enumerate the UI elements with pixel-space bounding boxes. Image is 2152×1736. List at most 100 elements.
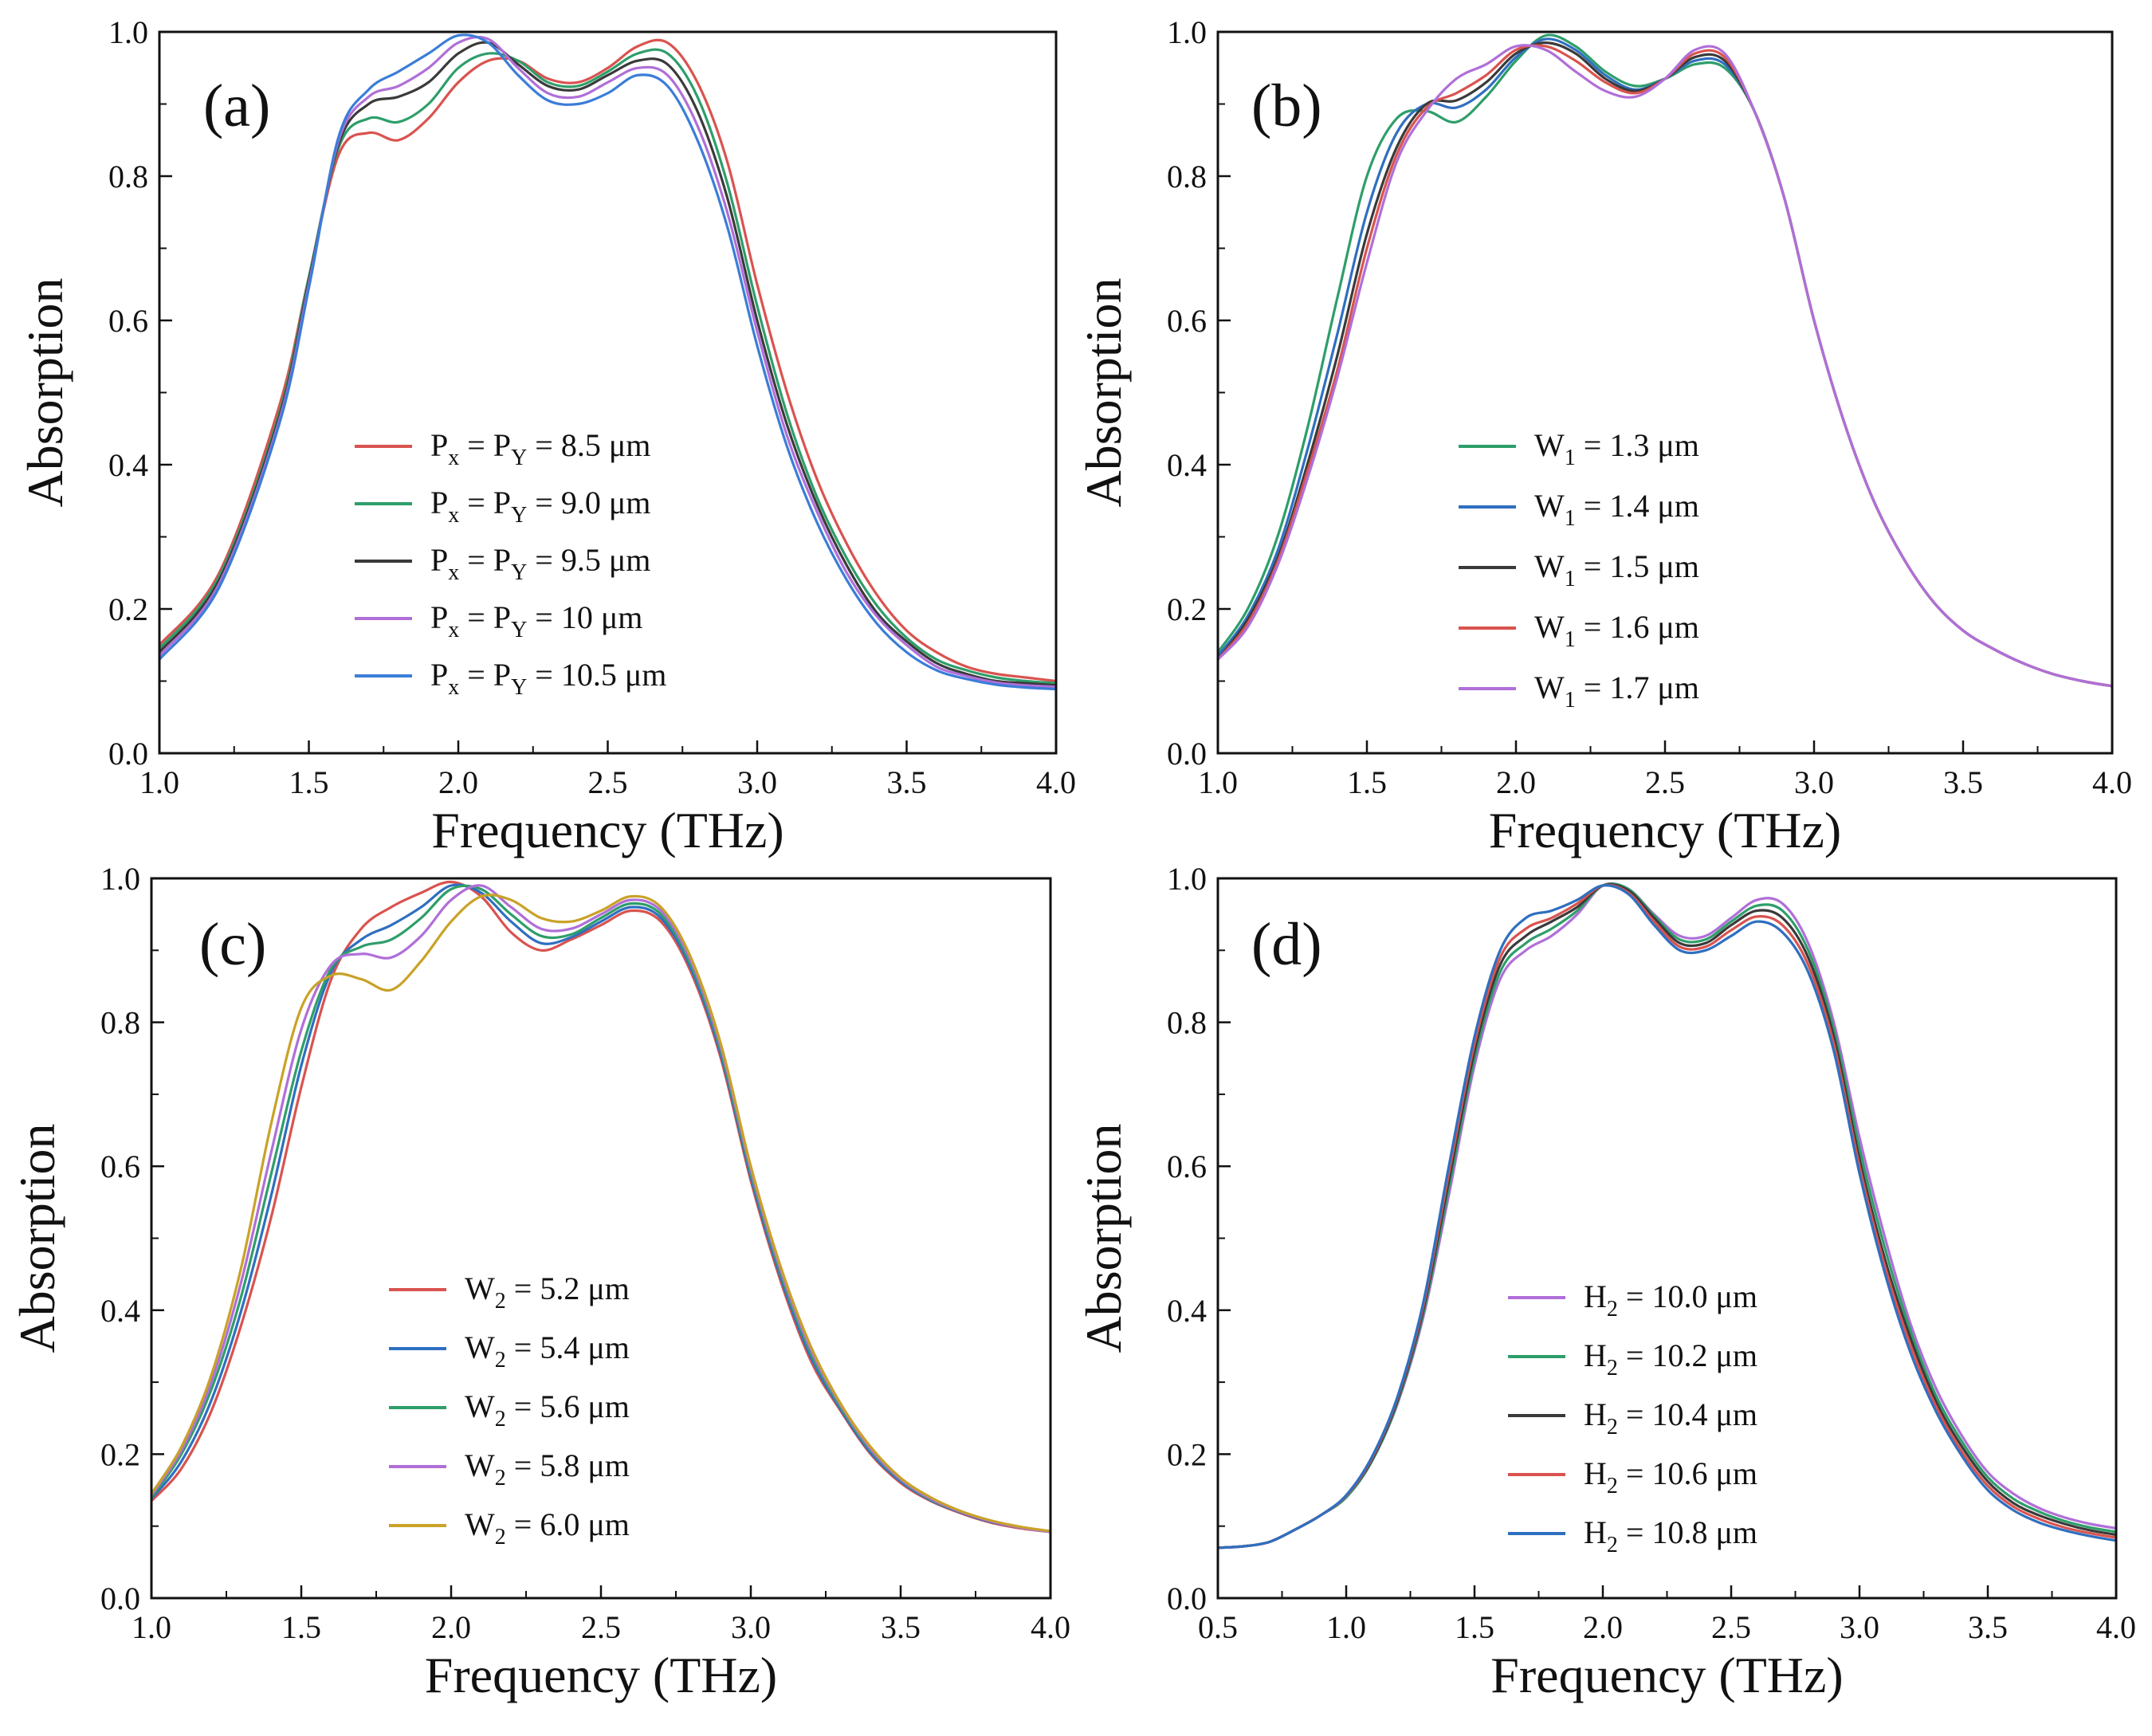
- x-tick-label: 4.0: [1031, 1609, 1070, 1645]
- x-tick-label: 3.5: [1968, 1609, 2008, 1645]
- chart-panel-4: 0.5 1.0 1.5 2.0 2.5 3.0 3.5 4.0 0.0 0.2 0.4 0.6 0.8 1…: [1075, 861, 2136, 1703]
- x-tick-label: 2.5: [1645, 764, 1685, 800]
- legend: Px = PY = 8.5 μm Px = PY = 9.0 μm Px = PY …: [355, 427, 666, 700]
- legend-entry: H2 = 10.2 μm: [1584, 1337, 1757, 1381]
- x-tick-label: 3.0: [737, 764, 777, 800]
- series-line-4: [1218, 883, 2116, 1549]
- y-tick-label: 0.6: [1167, 1149, 1207, 1184]
- y-axis-title: Absorption: [1075, 1124, 1132, 1353]
- x-tick-label: 2.0: [1496, 764, 1536, 800]
- plot-frame: [1216, 30, 2114, 755]
- legend: W1 = 1.3 μm W1 = 1.4 μm W1 = 1.5 μm W1 = 1.…: [1459, 427, 1699, 713]
- x-tick-label: 2.0: [431, 1609, 471, 1645]
- x-tick-label: 2.0: [438, 764, 478, 800]
- x-tick-label: 3.5: [887, 764, 927, 800]
- x-tick-label: 3.0: [1840, 1609, 1879, 1645]
- x-axis-title: Frequency (THz): [1490, 1647, 1843, 1703]
- legend-entry: Px = PY = 10 μm: [430, 599, 642, 642]
- y-tick-label: 1.0: [1167, 14, 1207, 50]
- chart-panel-1: 1.0 1.5 2.0 2.5 3.0 3.5 4.0 0.0 0.2 0.4 0.6 0.8 1.0 F…: [17, 14, 1076, 858]
- legend-entry: H2 = 10.4 μm: [1584, 1396, 1757, 1439]
- y-tick-label: 0.0: [108, 736, 148, 772]
- y-tick-label: 0.4: [100, 1293, 140, 1329]
- x-tick-label: 2.0: [1583, 1609, 1623, 1645]
- y-axis-title: Absorption: [1075, 278, 1132, 508]
- y-tick-label: 0.4: [108, 447, 148, 483]
- legend-entry: W1 = 1.5 μm: [1534, 548, 1699, 591]
- x-axis-title: Frequency (THz): [425, 1647, 777, 1703]
- series-line-3: [1218, 41, 2112, 688]
- panel-label: (a): [203, 73, 270, 139]
- x-tick-label: 3.0: [1794, 764, 1834, 800]
- y-tick-label: 0.8: [1167, 1005, 1207, 1041]
- series-line-3: [151, 884, 1050, 1534]
- x-tick-label: 1.0: [132, 1609, 171, 1645]
- legend-entry: W2 = 5.2 μm: [465, 1271, 630, 1314]
- chart-panel-3: 1.0 1.5 2.0 2.5 3.0 3.5 4.0 0.0 0.2 0.4 0.6 0.8 1.0 F…: [9, 861, 1070, 1703]
- y-axis-title: Absorption: [9, 1124, 65, 1353]
- legend-entry: W1 = 1.3 μm: [1534, 427, 1699, 470]
- series-line-1: [151, 880, 1050, 1534]
- series-line-2: [1218, 882, 2116, 1549]
- series-line-4: [1218, 44, 2112, 688]
- series-line-5: [151, 894, 1050, 1533]
- x-tick-label: 1.0: [1326, 1609, 1366, 1645]
- panel-label: (c): [199, 911, 266, 978]
- x-tick-label: 2.5: [588, 764, 628, 800]
- x-tick-label: 1.0: [1198, 764, 1238, 800]
- legend-entry: Px = PY = 9.5 μm: [430, 542, 650, 585]
- x-tick-label: 4.0: [2096, 1609, 2136, 1645]
- series-line-5: [1218, 884, 2116, 1549]
- x-tick-label: 1.5: [289, 764, 329, 800]
- x-tick-label: 4.0: [1036, 764, 1076, 800]
- legend-entry: W1 = 1.4 μm: [1534, 488, 1699, 531]
- y-tick-label: 0.2: [1167, 1436, 1207, 1472]
- y-tick-label: 0.6: [108, 303, 148, 339]
- x-tick-label: 3.0: [731, 1609, 771, 1645]
- y-tick-label: 0.0: [1167, 736, 1207, 772]
- series-line-2: [151, 883, 1050, 1534]
- x-tick-label: 1.5: [281, 1609, 321, 1645]
- legend-entry: W2 = 5.8 μm: [465, 1447, 630, 1491]
- y-tick-label: 1.0: [1167, 861, 1207, 897]
- legend-entry: H2 = 10.0 μm: [1584, 1278, 1757, 1322]
- y-tick-label: 1.0: [108, 14, 148, 50]
- legend-entry: W2 = 6.0 μm: [465, 1506, 630, 1549]
- y-tick-label: 0.2: [108, 591, 148, 627]
- y-tick-label: 0.0: [100, 1581, 140, 1616]
- legend: H2 = 10.0 μm H2 = 10.2 μm H2 = 10.4 μm H2 =…: [1508, 1278, 1757, 1557]
- legend-entry: H2 = 10.8 μm: [1584, 1514, 1757, 1557]
- y-tick-label: 0.8: [1167, 159, 1207, 194]
- y-axis-title: Absorption: [17, 278, 73, 508]
- x-tick-label: 3.5: [881, 1609, 921, 1645]
- legend: W2 = 5.2 μm W2 = 5.4 μm W2 = 5.6 μm W2 = 5.…: [389, 1271, 630, 1549]
- x-axis-title: Frequency (THz): [1489, 802, 1841, 858]
- legend-entry: Px = PY = 10.5 μm: [430, 657, 666, 700]
- x-tick-label: 4.0: [2092, 764, 2132, 800]
- series-line-2: [1218, 37, 2112, 688]
- y-tick-label: 0.2: [100, 1436, 140, 1472]
- legend-entry: Px = PY = 8.5 μm: [430, 427, 650, 470]
- x-tick-label: 1.5: [1455, 1609, 1494, 1645]
- y-tick-label: 0.0: [1167, 1581, 1207, 1616]
- y-tick-label: 0.4: [1167, 1293, 1207, 1329]
- y-tick-label: 0.8: [108, 159, 148, 194]
- chart-panel-2: 1.0 1.5 2.0 2.5 3.0 3.5 4.0 0.0 0.2 0.4 0.6 0.8 1.0 F…: [1075, 14, 2132, 858]
- x-tick-label: 2.5: [581, 1609, 621, 1645]
- y-tick-label: 0.4: [1167, 447, 1207, 483]
- legend-entry: W1 = 1.6 μm: [1534, 609, 1699, 652]
- x-tick-label: 1.0: [139, 764, 179, 800]
- panel-label: (b): [1251, 73, 1322, 139]
- x-tick-label: 0.5: [1198, 1609, 1238, 1645]
- series-line-1: [1218, 882, 2116, 1549]
- y-tick-label: 0.8: [100, 1005, 140, 1041]
- x-axis-title: Frequency (THz): [431, 802, 783, 858]
- series-line-3: [1218, 883, 2116, 1549]
- y-tick-label: 0.6: [1167, 303, 1207, 339]
- series-line-4: [151, 884, 1050, 1534]
- x-tick-label: 3.5: [1943, 764, 1983, 800]
- series-line-1: [1218, 33, 2112, 688]
- y-tick-label: 0.2: [1167, 591, 1207, 627]
- legend-entry: W2 = 5.6 μm: [465, 1388, 630, 1432]
